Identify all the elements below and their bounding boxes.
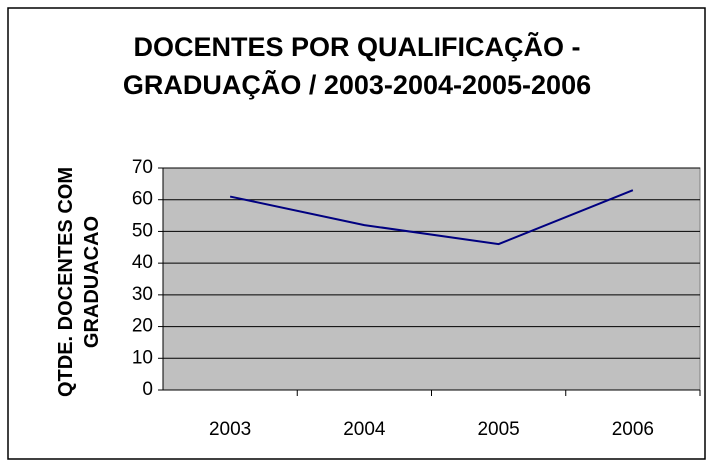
x-tick-label: 2005 xyxy=(477,419,519,440)
y-tick-label: 10 xyxy=(132,347,153,368)
plot-area xyxy=(162,167,701,391)
y-tick-label: 0 xyxy=(142,379,153,400)
y-tick-label: 40 xyxy=(132,252,153,273)
data-line xyxy=(229,189,634,246)
y-tick-label: 20 xyxy=(132,316,153,337)
y-tick-label: 30 xyxy=(132,284,153,305)
x-tick-label: 2004 xyxy=(343,419,386,440)
y-axis-label: QTDE. DOCENTES COM GRADUACAO xyxy=(55,167,103,398)
x-tick-label: 2006 xyxy=(612,419,654,440)
y-tick-label: 50 xyxy=(132,220,153,241)
chart-title: DOCENTES POR QUALIFICAÇÃO - GRADUAÇÃO / … xyxy=(122,32,592,100)
y-tick-label: 70 xyxy=(132,157,153,178)
x-tick-label: 2003 xyxy=(209,419,251,440)
y-tick-label: 60 xyxy=(132,189,153,210)
